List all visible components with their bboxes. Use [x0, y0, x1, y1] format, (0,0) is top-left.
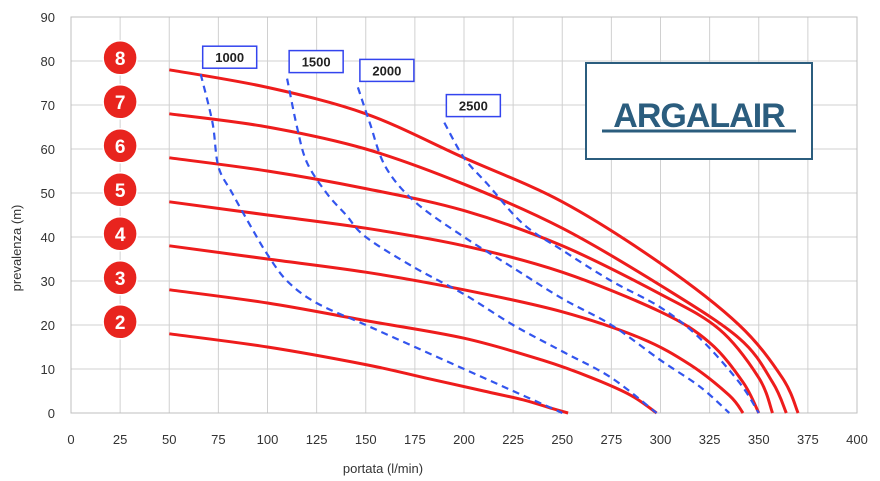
y-axis-title: prevalenza (m) — [9, 205, 24, 292]
rpm-label-1000: 1000 — [215, 50, 244, 65]
x-tick-label: 175 — [404, 432, 426, 447]
x-tick-label: 25 — [113, 432, 127, 447]
x-tick-label: 275 — [601, 432, 623, 447]
x-tick-label: 75 — [211, 432, 225, 447]
y-tick-label: 60 — [41, 142, 55, 157]
curve-badge-label: 7 — [115, 93, 126, 114]
y-tick-label: 20 — [41, 318, 55, 333]
brand-logo: ARGALAIR — [586, 63, 812, 159]
curve-badge-label: 8 — [115, 49, 126, 70]
y-tick-label: 80 — [41, 54, 55, 69]
x-tick-label: 300 — [650, 432, 672, 447]
y-tick-label: 0 — [48, 406, 55, 421]
curve-badge-label: 6 — [115, 137, 126, 158]
rpm-label-1500: 1500 — [302, 55, 331, 70]
curve-badge-label: 4 — [115, 225, 126, 246]
y-tick-label: 40 — [41, 230, 55, 245]
x-tick-label: 375 — [797, 432, 819, 447]
x-tick-label: 225 — [502, 432, 524, 447]
x-tick-label: 350 — [748, 432, 770, 447]
x-tick-label: 0 — [67, 432, 74, 447]
x-tick-label: 250 — [551, 432, 573, 447]
x-tick-label: 200 — [453, 432, 475, 447]
x-tick-label: 100 — [257, 432, 279, 447]
x-tick-label: 50 — [162, 432, 176, 447]
x-tick-label: 125 — [306, 432, 328, 447]
curve-badge-label: 3 — [115, 269, 126, 290]
rpm-label-2000: 2000 — [372, 63, 401, 78]
y-tick-label: 90 — [41, 10, 55, 25]
x-tick-label: 400 — [846, 432, 868, 447]
y-tick-label: 30 — [41, 274, 55, 289]
logo-wordmark: ARGALAIR — [613, 97, 785, 135]
x-tick-label: 150 — [355, 432, 377, 447]
x-axis-title: portata (l/min) — [343, 461, 423, 476]
rpm-label-2500: 2500 — [459, 99, 488, 114]
x-tick-label: 325 — [699, 432, 721, 447]
y-tick-label: 10 — [41, 362, 55, 377]
curve-badge-label: 2 — [115, 313, 126, 334]
y-tick-label: 50 — [41, 186, 55, 201]
y-tick-label: 70 — [41, 98, 55, 113]
curve-badge-label: 5 — [115, 181, 126, 202]
